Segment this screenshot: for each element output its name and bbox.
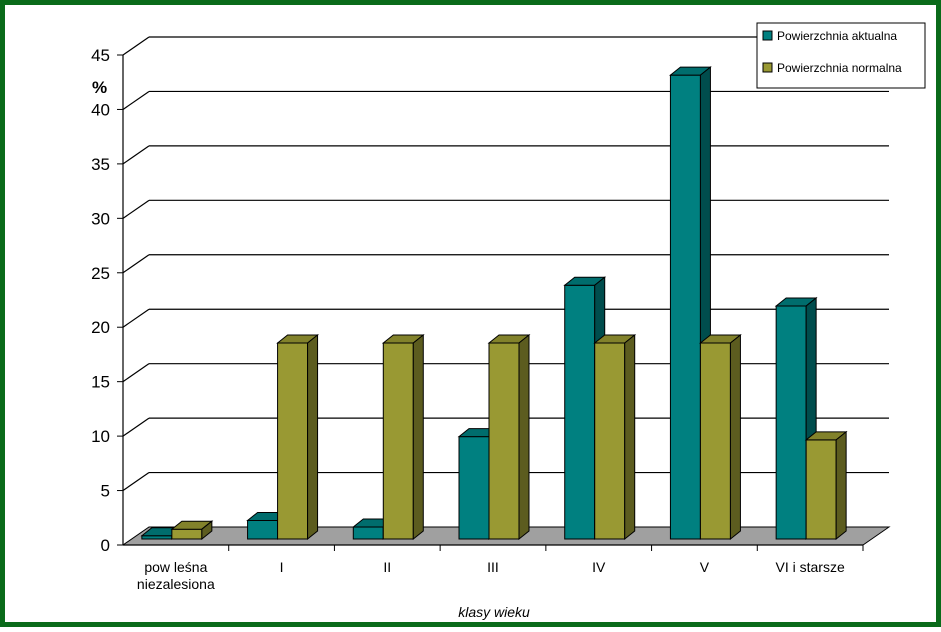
bars xyxy=(140,66,848,541)
y-tick-label: 10 xyxy=(91,427,110,446)
gridline-diagonal xyxy=(122,254,150,274)
y-tick-label: 30 xyxy=(91,209,110,228)
x-tick-label: I xyxy=(280,559,284,575)
y-tick-label: 20 xyxy=(91,318,110,337)
y-tick-label: 40 xyxy=(91,100,110,119)
gridlines xyxy=(122,36,889,492)
bar-front xyxy=(171,528,203,540)
gridline-diagonal xyxy=(122,472,150,492)
bar-side xyxy=(201,520,213,541)
bar-front xyxy=(247,519,279,540)
gridline-diagonal xyxy=(122,36,150,56)
bar-aktualna xyxy=(669,66,712,541)
x-tick-label: niezalesiona xyxy=(137,576,215,592)
legend: Powierzchnia aktualna Powierzchnia normal… xyxy=(756,22,926,89)
x-tick-label: VI i starsze xyxy=(776,559,845,575)
bar-aktualna xyxy=(774,296,818,541)
bar-side xyxy=(412,333,424,541)
axes xyxy=(117,54,864,551)
x-tick-label: pow leśna xyxy=(144,559,207,575)
x-tick-label: IV xyxy=(592,559,606,575)
gridline-diagonal xyxy=(122,90,150,110)
legend-label: Powierzchnia normalna xyxy=(777,61,902,75)
x-tick-label: II xyxy=(383,559,391,575)
bar-normalna xyxy=(804,430,848,541)
y-tick-label: 45 xyxy=(91,46,110,65)
bar-front xyxy=(775,305,807,540)
bar-front xyxy=(382,342,414,540)
bar-normalna xyxy=(699,333,742,541)
bar-front xyxy=(458,436,490,540)
bar-side xyxy=(624,333,636,541)
legend-swatch xyxy=(762,62,773,73)
bar-front xyxy=(488,342,520,540)
y-axis-unit-label: % xyxy=(92,78,107,97)
gridline-diagonal xyxy=(122,363,150,383)
bar-front xyxy=(277,342,309,540)
gridline-diagonal xyxy=(122,417,150,437)
y-tick-label: 25 xyxy=(91,264,110,283)
bar-side xyxy=(307,333,319,541)
x-tick-label: V xyxy=(700,559,710,575)
y-tick-label: 0 xyxy=(101,536,110,555)
legend-box xyxy=(756,22,926,89)
x-axis-title: klasy wieku xyxy=(458,604,530,620)
bar-side xyxy=(835,430,847,541)
bar-normalna xyxy=(170,520,214,541)
bar-side xyxy=(729,333,741,541)
gridline-diagonal xyxy=(122,199,150,219)
bar-normalna xyxy=(487,333,531,541)
bar-front xyxy=(699,342,731,540)
bar-front xyxy=(805,439,837,540)
y-tick-label: 35 xyxy=(91,155,110,174)
bar-normalna xyxy=(276,333,319,541)
bar-front xyxy=(352,526,384,540)
bar-front xyxy=(594,342,626,540)
legend-swatch xyxy=(762,30,773,41)
x-tick-label: III xyxy=(487,559,499,575)
legend-label: Powierzchnia aktualna xyxy=(777,29,897,43)
gridline-diagonal xyxy=(122,308,150,328)
gridline-diagonal xyxy=(122,145,150,165)
y-tick-label: 15 xyxy=(91,373,110,392)
bar-normalna xyxy=(593,333,637,541)
bar-front xyxy=(669,74,701,540)
bar-normalna xyxy=(381,333,425,541)
bar-side xyxy=(518,333,530,541)
bar-front xyxy=(564,284,596,540)
y-tick-label: 5 xyxy=(101,482,110,501)
